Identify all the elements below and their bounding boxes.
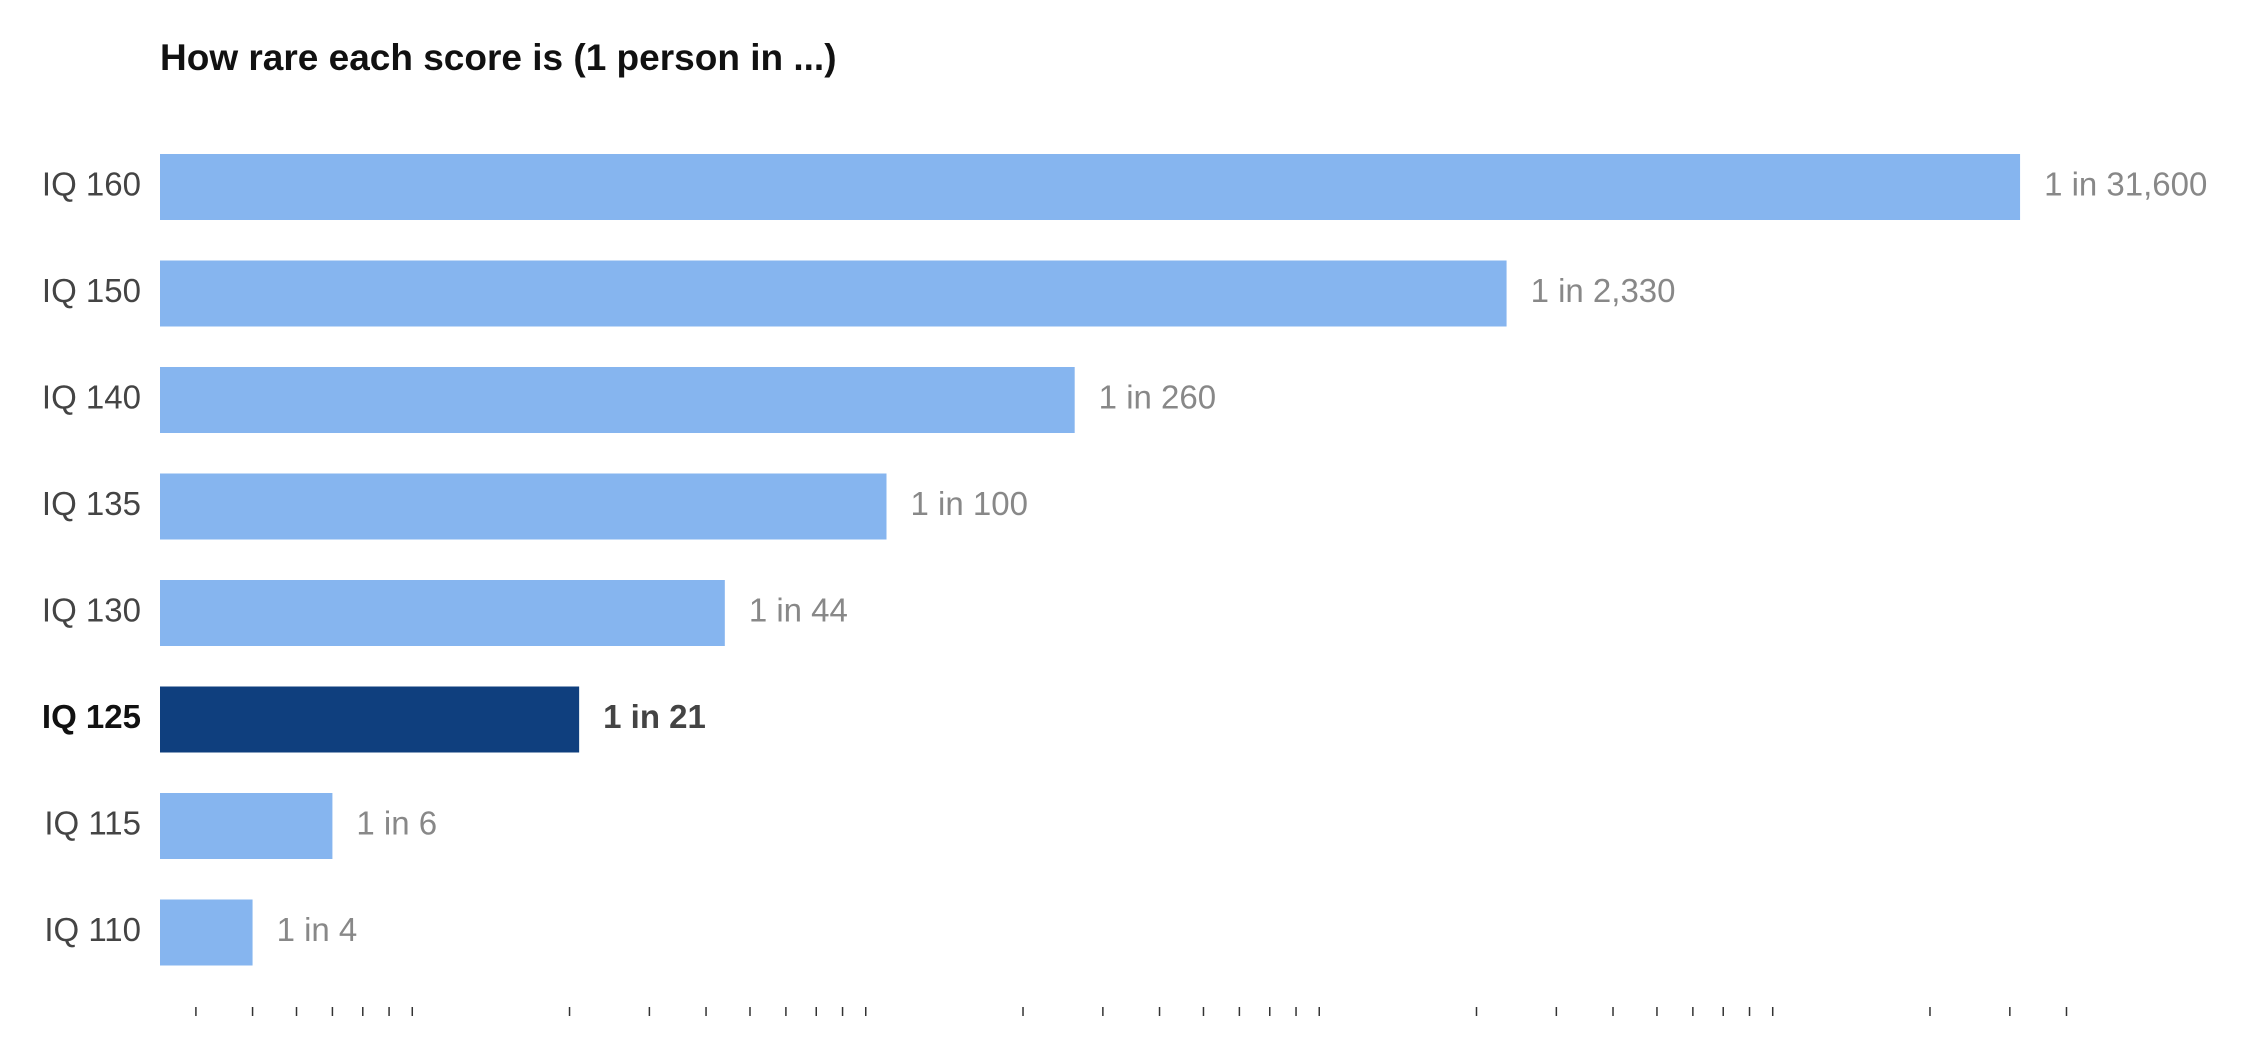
y-tick-label: IQ 110: [44, 911, 141, 948]
value-label: 1 in 31,600: [2044, 166, 2207, 203]
value-label: 1 in 2,330: [1531, 272, 1676, 309]
y-tick-label: IQ 135: [42, 485, 141, 522]
bar: [160, 260, 1507, 327]
y-tick-label: IQ 130: [42, 592, 141, 629]
bar: [160, 899, 253, 966]
bar: [160, 793, 333, 859]
value-label: 1 in 44: [749, 592, 848, 629]
chart-title: How rare each score is (1 person in ...): [160, 37, 837, 78]
y-tick-label: IQ 150: [42, 272, 141, 309]
y-tick-label: IQ 125: [42, 698, 141, 735]
value-label: 1 in 6: [356, 805, 437, 842]
bar: [160, 473, 887, 540]
bar: [160, 367, 1075, 433]
y-tick-label: IQ 160: [42, 166, 141, 203]
value-label: 1 in 4: [277, 911, 358, 948]
bar: [160, 154, 2021, 220]
y-tick-label: IQ 115: [44, 805, 141, 842]
value-label: 1 in 100: [911, 485, 1028, 522]
y-tick-label: IQ 140: [42, 379, 141, 416]
bar: [160, 686, 580, 753]
bar: [160, 580, 725, 646]
value-label: 1 in 260: [1099, 379, 1216, 416]
value-label: 1 in 21: [603, 698, 706, 735]
